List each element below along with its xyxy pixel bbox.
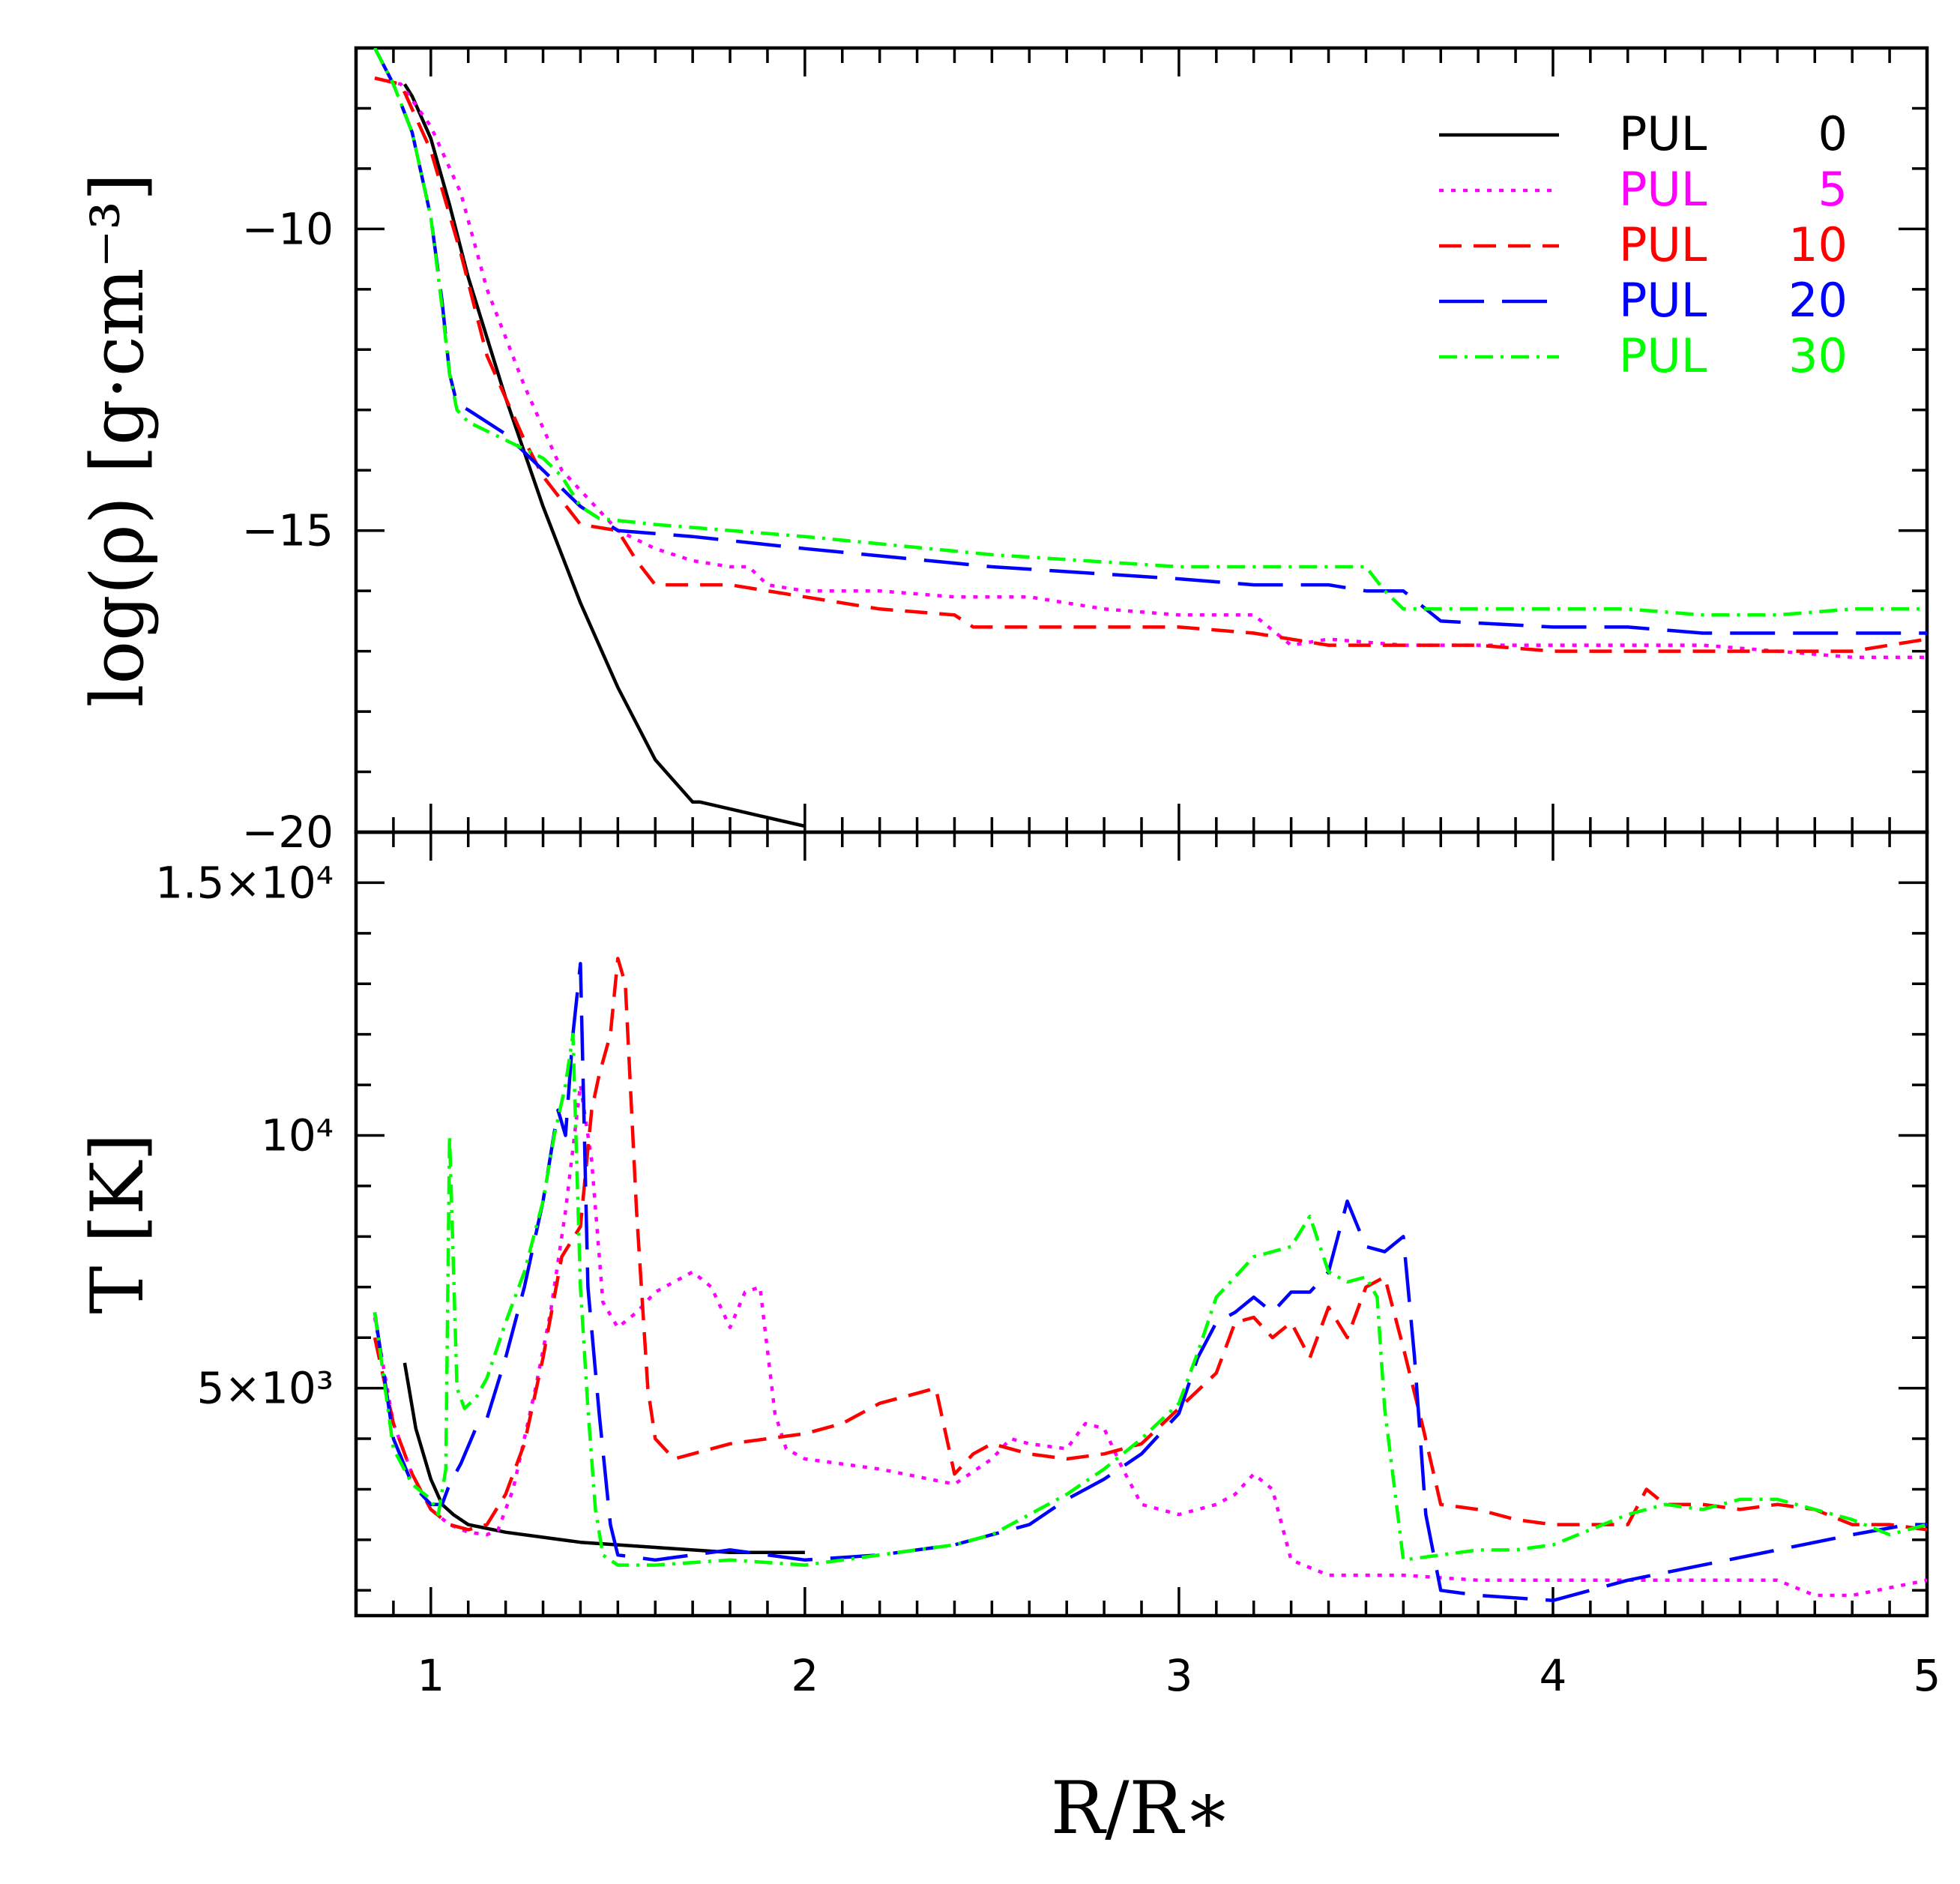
temperature-ylabel: T [K]	[76, 1133, 160, 1313]
density-ytick-labels: −20 −15 −10	[242, 203, 334, 858]
legend: PUL 0 PUL 5 PUL 10 PUL 20 PUL 30	[1439, 106, 1848, 383]
temperature-panel: 5×10³ 10⁴ 1.5×10⁴ 1 2 3 4 5 T [K] R/R∗	[76, 830, 1941, 1850]
temperature-series-pul-20	[373, 962, 1927, 1603]
legend-label: PUL	[1619, 106, 1707, 161]
temperature-ticks	[356, 832, 1929, 1616]
x-tick-label: 1	[417, 1650, 444, 1701]
density-series-pul-20	[373, 48, 1927, 635]
legend-number: 30	[1788, 328, 1848, 383]
legend-number: 20	[1788, 273, 1848, 328]
x-tick-label: 4	[1539, 1650, 1567, 1701]
density-ylabel: log(ρ) [g·cm⁻³]	[76, 173, 160, 708]
density-series-pul-5	[374, 76, 1927, 659]
temperature-ytick-label: 5×10³	[196, 1363, 334, 1414]
legend-number: 5	[1818, 162, 1848, 217]
density-ytick-label: −20	[242, 807, 334, 858]
legend-label: PUL	[1619, 162, 1707, 217]
temperature-lines	[373, 957, 1927, 1603]
x-tick-label: 3	[1165, 1650, 1192, 1701]
legend-number: 0	[1818, 106, 1848, 161]
density-series-pul-30	[373, 48, 1927, 617]
temperature-series-pul-5	[373, 1083, 1927, 1598]
temperature-series-pul-10	[373, 957, 1927, 1532]
density-lines	[373, 48, 1927, 828]
density-ytick-label: −15	[242, 505, 334, 556]
temperature-ytick-label: 10⁴	[261, 1110, 334, 1161]
density-series-pul-0	[402, 83, 806, 828]
temperature-ytick-label: 1.5×10⁴	[155, 857, 334, 908]
legend-number: 10	[1788, 217, 1848, 272]
temperature-ytick-labels: 5×10³ 10⁴ 1.5×10⁴	[155, 857, 334, 1413]
x-tick-labels: 1 2 3 4 5	[417, 1650, 1941, 1701]
x-axis-label: R/R∗	[1051, 1766, 1232, 1850]
density-series-pul-10	[374, 76, 1927, 653]
legend-label: PUL	[1619, 273, 1707, 328]
density-ytick-label: −10	[242, 203, 334, 254]
x-tick-label: 5	[1914, 1650, 1941, 1701]
legend-label: PUL	[1619, 217, 1707, 272]
x-tick-label: 2	[791, 1650, 818, 1701]
temperature-series-pul-30	[373, 1032, 1927, 1567]
legend-label: PUL	[1619, 328, 1707, 383]
density-ticks	[356, 46, 1929, 834]
